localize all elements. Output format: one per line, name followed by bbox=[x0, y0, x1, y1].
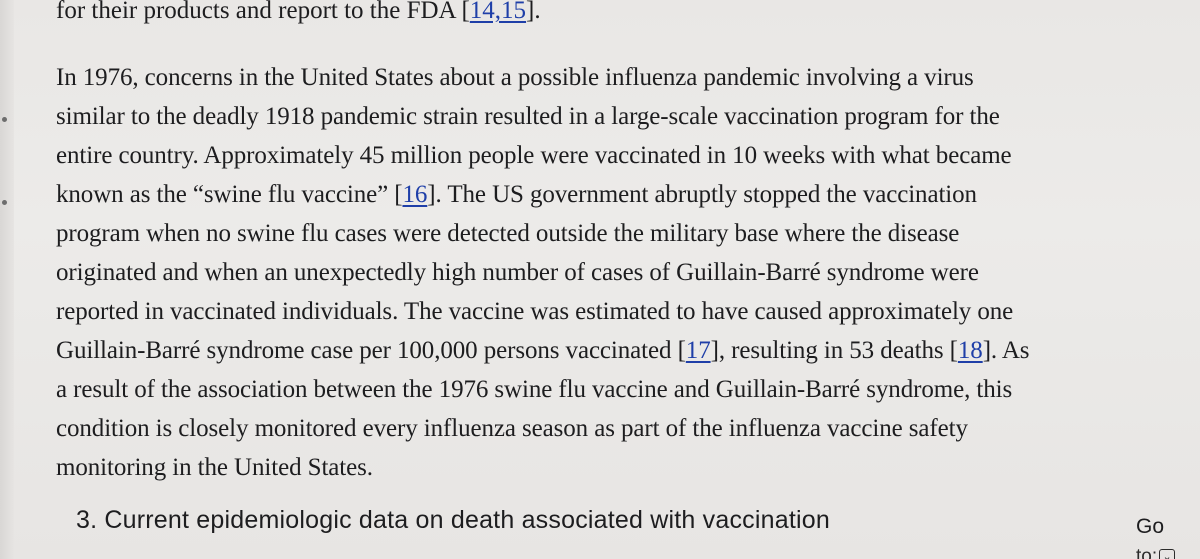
go-to-navigation[interactable]: Go to: ⌄ bbox=[1136, 512, 1196, 559]
chevron-down-icon[interactable]: ⌄ bbox=[1159, 548, 1176, 559]
text-fragment: known as the “swine flu vaccine” [ bbox=[56, 181, 403, 208]
text-fragment: for their products and report to the FDA… bbox=[56, 0, 470, 24]
reference-link-16[interactable]: 16 bbox=[402, 181, 428, 208]
text-fragment: ]. As bbox=[982, 337, 1030, 364]
text-fragment: Guillain-Barré syndrome case per 100,000… bbox=[56, 337, 686, 364]
paragraph-line: condition is closely monitored every inf… bbox=[56, 415, 968, 442]
paragraph-line: program when no swine flu cases were det… bbox=[56, 220, 960, 247]
text-fragment: ]. bbox=[526, 0, 541, 24]
previous-paragraph-end: for their products and report to the FDA… bbox=[56, 0, 541, 30]
left-page-edge bbox=[0, 0, 14, 559]
article-paragraph: In 1976, concerns in the United States a… bbox=[56, 58, 1176, 487]
text-fragment: ]. The US government abruptly stopped th… bbox=[427, 181, 977, 208]
reference-link-17[interactable]: 17 bbox=[685, 337, 711, 364]
paragraph-line: entire country. Approximately 45 million… bbox=[56, 142, 1012, 169]
go-label: Go bbox=[1136, 515, 1165, 538]
reference-link-14-15[interactable]: 14,15 bbox=[469, 0, 527, 24]
paragraph-line: originated and when an unexpectedly high… bbox=[56, 259, 979, 286]
edge-mark bbox=[2, 117, 7, 122]
paragraph-line: similar to the deadly 1918 pandemic stra… bbox=[56, 103, 1000, 130]
paragraph-line: reported in vaccinated individuals. The … bbox=[56, 298, 1014, 325]
paragraph-line: In 1976, concerns in the United States a… bbox=[56, 64, 974, 91]
section-heading: 3. Current epidemiologic data on death a… bbox=[76, 506, 830, 534]
paragraph-line: known as the “swine flu vaccine” [16]. T… bbox=[56, 175, 1176, 214]
paragraph-line: monitoring in the United States. bbox=[56, 454, 373, 481]
to-label: to: bbox=[1136, 546, 1158, 559]
edge-mark bbox=[2, 200, 7, 205]
reference-link-18[interactable]: 18 bbox=[957, 337, 983, 364]
go-to-row: to: ⌄ bbox=[1136, 542, 1196, 559]
paragraph-line: a result of the association between the … bbox=[56, 376, 1013, 403]
text-fragment: ], resulting in 53 deaths [ bbox=[710, 337, 958, 364]
paragraph-line: Guillain-Barré syndrome case per 100,000… bbox=[56, 331, 1176, 370]
